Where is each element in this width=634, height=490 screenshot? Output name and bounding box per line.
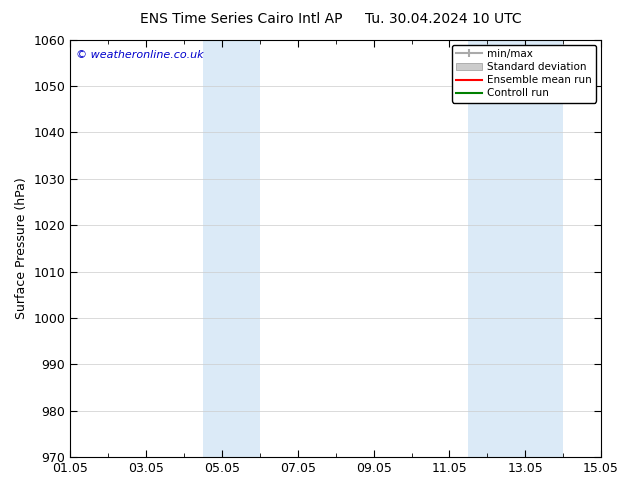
Legend: min/max, Standard deviation, Ensemble mean run, Controll run: min/max, Standard deviation, Ensemble me… bbox=[451, 45, 596, 102]
Text: ENS Time Series Cairo Intl AP: ENS Time Series Cairo Intl AP bbox=[139, 12, 342, 26]
Bar bbox=[203, 40, 260, 457]
Y-axis label: Surface Pressure (hPa): Surface Pressure (hPa) bbox=[15, 177, 28, 319]
Bar bbox=[469, 40, 563, 457]
Text: Tu. 30.04.2024 10 UTC: Tu. 30.04.2024 10 UTC bbox=[365, 12, 522, 26]
Text: © weatheronline.co.uk: © weatheronline.co.uk bbox=[75, 50, 204, 60]
